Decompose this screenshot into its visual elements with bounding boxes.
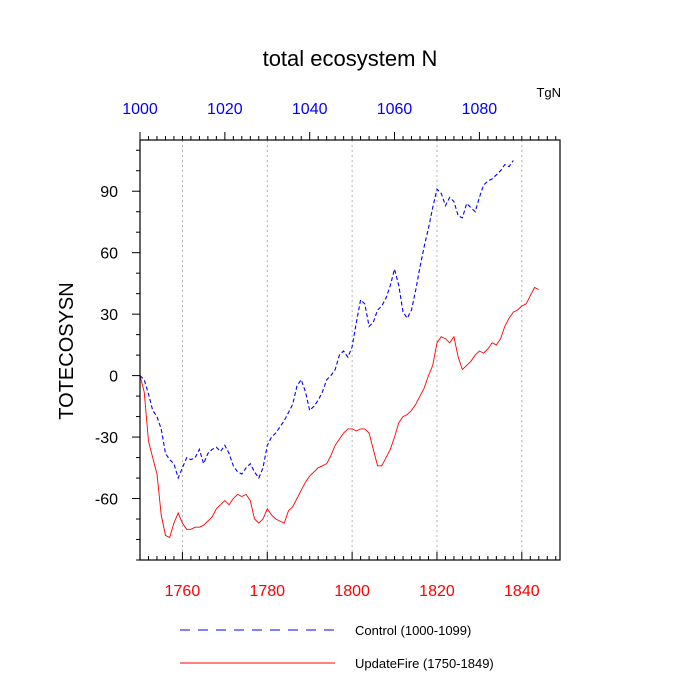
x-bottom-tick-label-1800: 1800 — [334, 583, 370, 600]
series-lines — [139, 160, 539, 539]
legend: Control (1000-1099) UpdateFire (1750-1849… — [180, 623, 494, 671]
x-top-tick-label-1040: 1040 — [292, 101, 328, 118]
x-bottom-tick-label-1820: 1820 — [419, 583, 455, 600]
x-top-tick-label-1020: 1020 — [207, 101, 243, 118]
axis-ticks — [132, 132, 557, 561]
y-tick-label-90: 90 — [100, 184, 118, 201]
x-top-tick-label-1080: 1080 — [462, 101, 498, 118]
y-axis-label: TOTECOSYSN — [56, 282, 78, 419]
y-tick-label--30: -30 — [95, 430, 118, 447]
x-top-tick-label-1060: 1060 — [377, 101, 413, 118]
y-tick-label-60: 60 — [100, 246, 118, 263]
x-bottom-tick-label-1840: 1840 — [504, 583, 540, 600]
y-tick-label-0: 0 — [109, 369, 118, 386]
series-line-control — [139, 160, 514, 480]
plot-area-frame — [139, 139, 561, 561]
legend-label-1: Control (1000-1099) — [355, 623, 471, 638]
legend-label-2: UpdateFire (1750-1849) — [355, 656, 494, 671]
x-bottom-tick-label-1780: 1780 — [249, 583, 285, 600]
units-label: TgN — [536, 85, 561, 100]
y-tick-label--60: -60 — [95, 492, 118, 509]
series-line-updatefire — [139, 286, 539, 539]
x-top-tick-label-1000: 1000 — [122, 101, 158, 118]
tick-labels: 1760 1780 1800 1820 1840 1000 1020 1040 1060 1080… — [95, 101, 540, 600]
chart-title: total ecosystem N — [263, 46, 438, 71]
y-tick-label-30: 30 — [100, 307, 118, 324]
x-bottom-tick-label-1760: 1760 — [165, 583, 201, 600]
gridlines — [182, 140, 523, 560]
